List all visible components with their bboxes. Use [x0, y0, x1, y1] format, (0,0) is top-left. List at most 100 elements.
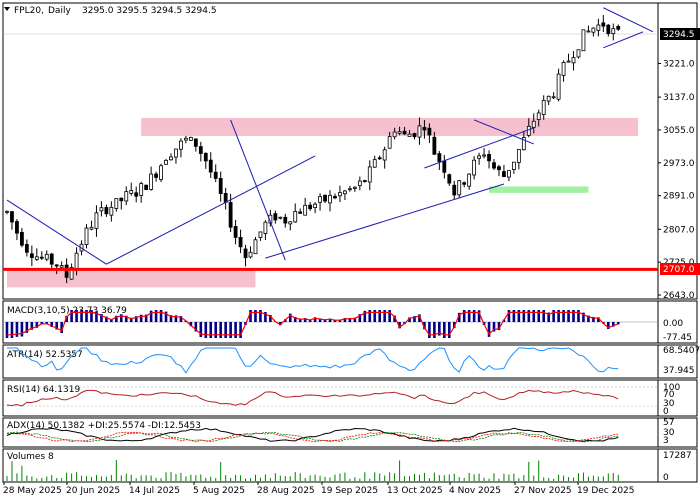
- rsi-axis-30: 30: [663, 399, 675, 409]
- macd-bar-123: [616, 322, 620, 325]
- candle-body-84: [422, 127, 427, 131]
- macd-bar-65: [328, 318, 332, 322]
- candle-body-38: [193, 138, 198, 147]
- macd-bar-33: [169, 315, 173, 322]
- macd-bar-25: [129, 317, 133, 322]
- macd-bar-106: [532, 310, 536, 322]
- pane-frame-5: [2, 448, 698, 483]
- macd-bar-46: [234, 322, 237, 338]
- macd-bar-84: [423, 322, 426, 330]
- candle-body-60: [303, 204, 308, 216]
- candle-body-37: [188, 136, 193, 141]
- trendline-3: [265, 183, 505, 259]
- pane-frame-2: [2, 344, 698, 379]
- candle-body-5: [29, 253, 34, 258]
- candle-body-81: [407, 133, 412, 137]
- macd-axis-min: -77.45: [663, 333, 692, 343]
- macd-bar-97: [487, 322, 491, 337]
- candle-body-74: [372, 159, 377, 168]
- candle-body-73: [367, 166, 372, 183]
- rsi-pane[interactable]: RSI(14) 64.1319 100 70 30 0: [3, 383, 680, 417]
- macd-pane[interactable]: MACD(3,10,5) 23.73 36.79 0.00 -77.45: [3, 306, 692, 343]
- pink-zone-1: [7, 268, 256, 288]
- candle-body-118: [591, 27, 596, 33]
- macd-bar-63: [318, 318, 322, 322]
- date-axis: 28 May 2025 20 Jun 2025 14 Jul 2025 5 Aug 2…: [3, 482, 635, 496]
- candle-body-24: [124, 191, 129, 202]
- candle-body-80: [402, 130, 407, 135]
- adx-line: [6, 427, 619, 442]
- candle-body-19: [99, 207, 104, 212]
- macd-bar-42: [214, 322, 218, 338]
- macd-bar-38: [194, 322, 198, 332]
- macd-bar-11: [60, 322, 63, 334]
- candle-body-87: [437, 153, 442, 162]
- timeframe-label: Daily: [48, 6, 71, 16]
- macd-bar-98: [492, 322, 496, 332]
- macd-bar-0: [5, 322, 9, 338]
- candle-body-49: [248, 251, 253, 258]
- volume-pane[interactable]: Volumes 8 17287 0: [6, 451, 692, 483]
- macd-bar-71: [358, 314, 362, 322]
- candle-body-98: [492, 162, 496, 169]
- adx-pane[interactable]: ADX(14) 50.1382 +DI:25.5574 -DI:12.5453 …: [6, 418, 675, 446]
- macd-bar-88: [443, 322, 446, 338]
- macd-bar-112: [562, 310, 565, 322]
- candle-body-55: [278, 216, 283, 219]
- macd-bar-60: [303, 318, 307, 322]
- candle-body-104: [521, 137, 526, 151]
- candle-body-71: [357, 180, 362, 187]
- candle-body-4: [24, 243, 29, 253]
- candle-body-17: [89, 226, 94, 230]
- candle-body-79: [397, 131, 402, 134]
- candle-body-109: [546, 95, 551, 102]
- candle-body-35: [179, 140, 183, 150]
- collapse-triangle-icon[interactable]: [4, 7, 10, 11]
- candle-body-6: [34, 256, 39, 260]
- candle-body-1: [10, 211, 14, 223]
- candle-body-58: [293, 211, 298, 223]
- macd-bar-104: [522, 310, 526, 322]
- candle-body-122: [611, 28, 616, 34]
- price-tick-label-4: 2973.0: [663, 159, 695, 169]
- macd-bar-83: [418, 314, 421, 322]
- macd-bar-95: [477, 310, 481, 322]
- price-pane[interactable]: [3, 7, 658, 288]
- candle-body-44: [223, 192, 228, 203]
- candle-body-27: [139, 183, 144, 196]
- candle-body-76: [382, 149, 387, 161]
- candle-body-82: [412, 133, 417, 138]
- volume-axis-min: 0: [663, 473, 669, 483]
- candle-body-88: [442, 160, 447, 173]
- date-label-2: 14 Jul 2025: [129, 486, 180, 496]
- trendline-4: [424, 127, 534, 169]
- macd-bar-99: [497, 322, 501, 331]
- candle-body-86: [432, 136, 437, 155]
- atr-pane[interactable]: ATR(14) 52.5357 68.5407 37.945: [7, 346, 700, 376]
- candle-body-112: [561, 62, 566, 76]
- candle-body-9: [49, 253, 54, 265]
- pane-frame-0: [2, 2, 698, 300]
- candle-body-36: [184, 137, 188, 141]
- macd-bar-47: [239, 322, 242, 338]
- candle-body-43: [218, 178, 223, 195]
- candle-body-91: [457, 180, 462, 196]
- trendline-7: [603, 31, 644, 49]
- support-price-value: 2707.0: [663, 265, 695, 275]
- macd-title: MACD(3,10,5) 23.73 36.79: [7, 306, 127, 316]
- macd-bar-108: [542, 310, 546, 322]
- macd-bar-13: [70, 310, 73, 322]
- symbol-label: FPL20,: [14, 6, 44, 16]
- candle-body-34: [174, 148, 178, 158]
- macd-bar-23: [119, 314, 123, 322]
- adx-title: ADX(14) 50.1382 +DI:25.5574 -DI:12.5453: [7, 421, 201, 431]
- macd-bar-27: [139, 314, 143, 322]
- candle-body-75: [377, 157, 382, 160]
- macd-bar-4: [25, 322, 29, 333]
- candle-body-96: [482, 154, 486, 157]
- zones-layer: [7, 117, 639, 288]
- candle-body-25: [129, 190, 134, 194]
- macd-bar-70: [353, 317, 357, 322]
- candle-body-22: [114, 198, 119, 209]
